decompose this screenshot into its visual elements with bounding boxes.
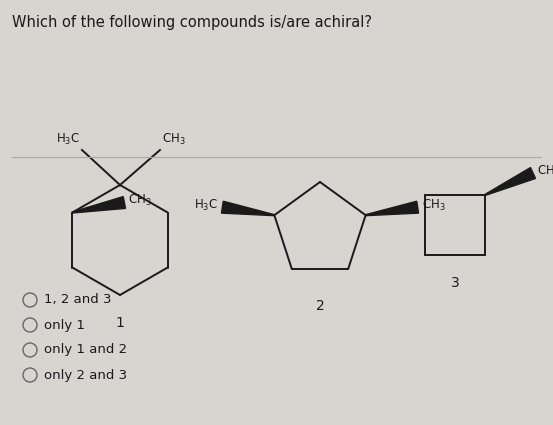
Text: only 1 and 2: only 1 and 2 xyxy=(44,343,127,357)
Text: 1: 1 xyxy=(116,316,124,330)
Text: Which of the following compounds is/are achiral?: Which of the following compounds is/are … xyxy=(12,15,372,30)
Polygon shape xyxy=(485,167,535,196)
Polygon shape xyxy=(366,201,419,215)
Text: 1, 2 and 3: 1, 2 and 3 xyxy=(44,294,112,306)
Text: only 1: only 1 xyxy=(44,318,85,332)
Text: only 2 and 3: only 2 and 3 xyxy=(44,368,127,382)
Text: CH$_3$: CH$_3$ xyxy=(128,193,152,208)
Text: 2: 2 xyxy=(316,299,325,313)
Text: H$_3$C: H$_3$C xyxy=(194,198,218,213)
Text: CH$_3$: CH$_3$ xyxy=(537,164,553,178)
Text: H$_3$C: H$_3$C xyxy=(56,132,80,147)
Text: CH$_3$: CH$_3$ xyxy=(421,198,445,213)
Polygon shape xyxy=(221,201,274,215)
Polygon shape xyxy=(72,197,126,213)
Text: CH$_3$: CH$_3$ xyxy=(162,132,186,147)
Text: 3: 3 xyxy=(451,276,460,290)
